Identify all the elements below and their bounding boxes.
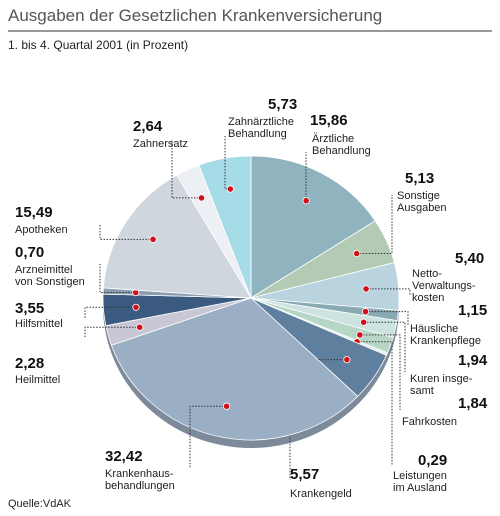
leader-dot [197,194,206,202]
value-label: 1,15 [458,302,488,319]
leader-line [366,288,411,296]
category-label: Hilfsmittel [15,318,63,330]
category-label: Zahnärztliche Behandlung [228,116,295,140]
leader-dot [149,235,157,243]
pie-slice [250,155,376,299]
value-label: 2,28 [15,355,45,372]
chart-title: Ausgaben der Gesetzlichen Krankenversich… [8,6,383,25]
leader-dot [362,285,370,293]
leader-dot [136,323,144,331]
leader-dot [361,308,370,316]
value-label: 5,73 [268,96,298,113]
category-label: Leistungen im Ausland [393,470,447,494]
value-label: 2,64 [133,118,163,135]
source-note: Quelle:VdAK [8,498,71,510]
category-label: Apotheken [15,224,68,236]
leader-dot [222,402,231,410]
category-label: Arzneimittel von Sonstigen [15,264,85,288]
leader-dot [353,249,361,258]
leader-dot [356,331,364,339]
leader-line [289,359,347,480]
category-label: Zahnersatz [133,138,189,150]
leader-dot [360,318,368,326]
value-label: 1,84 [458,395,488,412]
leader-line [84,306,136,318]
leader-dot [132,303,140,311]
category-label: Krankengeld [290,488,352,500]
pie-slice [110,297,359,441]
value-label: 5,13 [405,170,435,187]
leader-line [99,224,154,240]
leader-line [359,334,401,410]
leader-dot [302,197,310,205]
leader-dot [226,185,234,193]
leader-line [171,140,202,199]
chart-subtitle: 1. bis 4. Quartal 2001 (in Prozent) [8,38,189,52]
leader-line [84,326,140,338]
value-label: 0,29 [418,452,448,469]
category-label: Sonstige Ausgaben [397,190,447,214]
leader-line [365,311,409,325]
category-label: Fahrkosten [402,416,458,428]
category-label: Netto- Verwaltungs- kosten [412,268,476,304]
value-label: 0,70 [15,244,45,261]
pie-slice [198,155,252,299]
leader-line [189,405,227,468]
category-label: Heilmittel [15,374,61,386]
leader-line [99,264,136,294]
category-label: Häusliche Krankenpflege [410,323,481,347]
value-label: 5,40 [455,250,485,267]
value-label: 15,86 [310,112,348,129]
category-label: Ärztliche Behandlung [312,133,371,157]
leader-line [357,341,393,466]
value-label: 5,57 [290,466,320,483]
category-label: Kuren insge- samt [410,373,473,397]
leader-dot [343,356,351,364]
value-label: 32,42 [105,448,143,465]
pie-slice [102,174,252,299]
value-label: 3,55 [15,300,45,317]
value-label: 15,49 [15,204,53,221]
category-label: Krankenhaus- behandlungen [105,468,175,492]
value-label: 1,94 [458,352,488,369]
